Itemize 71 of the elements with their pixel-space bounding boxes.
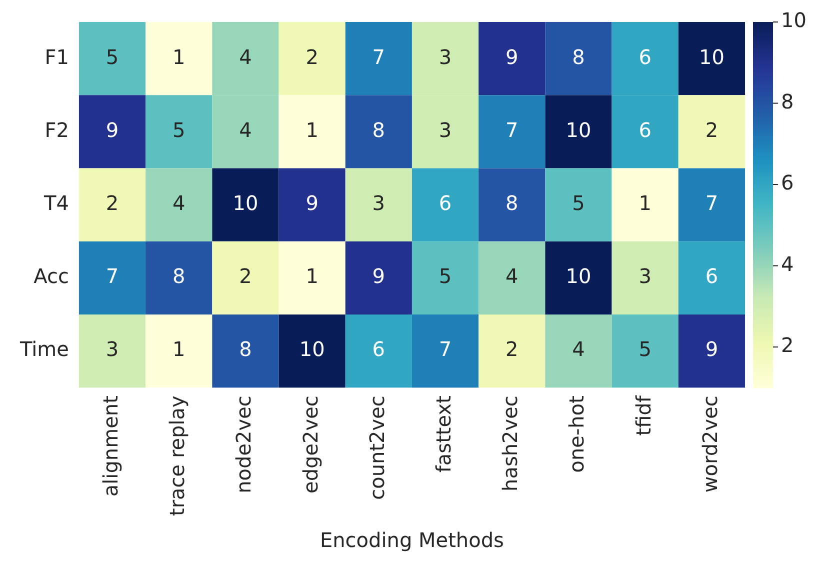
color-bar-label: 8 — [781, 89, 794, 114]
y-tick-label: T4 — [42, 191, 69, 215]
data-label: 8 — [506, 191, 518, 215]
y-tick-label: Acc — [34, 264, 69, 288]
x-axis-title: Encoding Methods — [320, 528, 504, 552]
data-label: 1 — [306, 118, 318, 142]
data-label: 10 — [566, 264, 592, 288]
data-label: 7 — [372, 44, 386, 69]
data-label: 6 — [638, 44, 652, 69]
data-label: 6 — [372, 337, 386, 362]
data-label: 7 — [438, 337, 452, 362]
color-bar-label: 4 — [781, 252, 794, 276]
x-tick-label: fasttext — [431, 395, 456, 473]
data-label: 5 — [106, 44, 119, 69]
x-tick-label: hash2vec — [498, 396, 522, 492]
data-label: 1 — [172, 44, 186, 69]
data-label: 8 — [239, 337, 252, 362]
data-label: 8 — [572, 44, 585, 69]
data-label: 4 — [506, 264, 518, 288]
data-label: 6 — [438, 191, 452, 215]
data-label: 9 — [106, 118, 119, 142]
color-bar-label: 10 — [781, 8, 806, 32]
x-tick-label: trace replay — [165, 395, 190, 516]
data-label: 2 — [506, 337, 518, 362]
data-label: 6 — [638, 118, 652, 142]
x-tick-label: count2vec — [364, 396, 389, 500]
data-label: 3 — [438, 118, 452, 142]
data-label: 10 — [698, 44, 724, 69]
color-bar-label: 6 — [781, 170, 794, 195]
data-label: 10 — [566, 118, 592, 142]
data-label: 7 — [506, 118, 518, 142]
y-tick-label: F2 — [44, 118, 69, 142]
data-label: 7 — [705, 191, 718, 215]
data-label: 4 — [239, 44, 252, 69]
x-tick-label: one-hot — [564, 395, 589, 473]
data-label: 10 — [232, 191, 258, 215]
data-label: 4 — [239, 118, 252, 142]
data-label: 1 — [172, 337, 186, 362]
data-label: 8 — [172, 264, 186, 288]
y-tick-label: Time — [18, 337, 69, 362]
data-label: 8 — [372, 118, 386, 142]
data-label: 9 — [506, 44, 518, 69]
data-label: 3 — [372, 191, 386, 215]
data-label: 1 — [638, 191, 652, 215]
color-bar-label: 2 — [781, 333, 794, 358]
x-tick-label: alignment — [98, 395, 122, 497]
x-tick-label: node2vec — [232, 396, 256, 494]
data-label: 3 — [438, 44, 452, 69]
data-label: 7 — [106, 264, 119, 288]
data-label: 5 — [172, 118, 186, 142]
data-label: 5 — [438, 264, 452, 288]
data-label: 4 — [172, 191, 186, 215]
data-label: 9 — [306, 191, 318, 215]
x-tick-label: word2vec — [698, 396, 722, 493]
x-tick-label: tfidf — [631, 394, 656, 436]
data-label: 2 — [106, 191, 119, 215]
data-label: 10 — [299, 337, 325, 362]
data-label: 1 — [306, 264, 318, 288]
data-label: 4 — [572, 337, 585, 362]
y-tick-label: F1 — [44, 44, 69, 69]
data-label: 9 — [705, 337, 718, 362]
data-label: 2 — [705, 118, 718, 142]
data-label: 2 — [239, 264, 252, 288]
data-label: 3 — [638, 264, 652, 288]
data-label: 9 — [372, 264, 386, 288]
x-tick-label: edge2vec — [298, 396, 322, 494]
data-label: 2 — [306, 44, 318, 69]
data-label: 5 — [572, 191, 585, 215]
data-label: 5 — [638, 337, 652, 362]
data-label: 6 — [705, 264, 718, 288]
data-label: 3 — [106, 337, 119, 362]
